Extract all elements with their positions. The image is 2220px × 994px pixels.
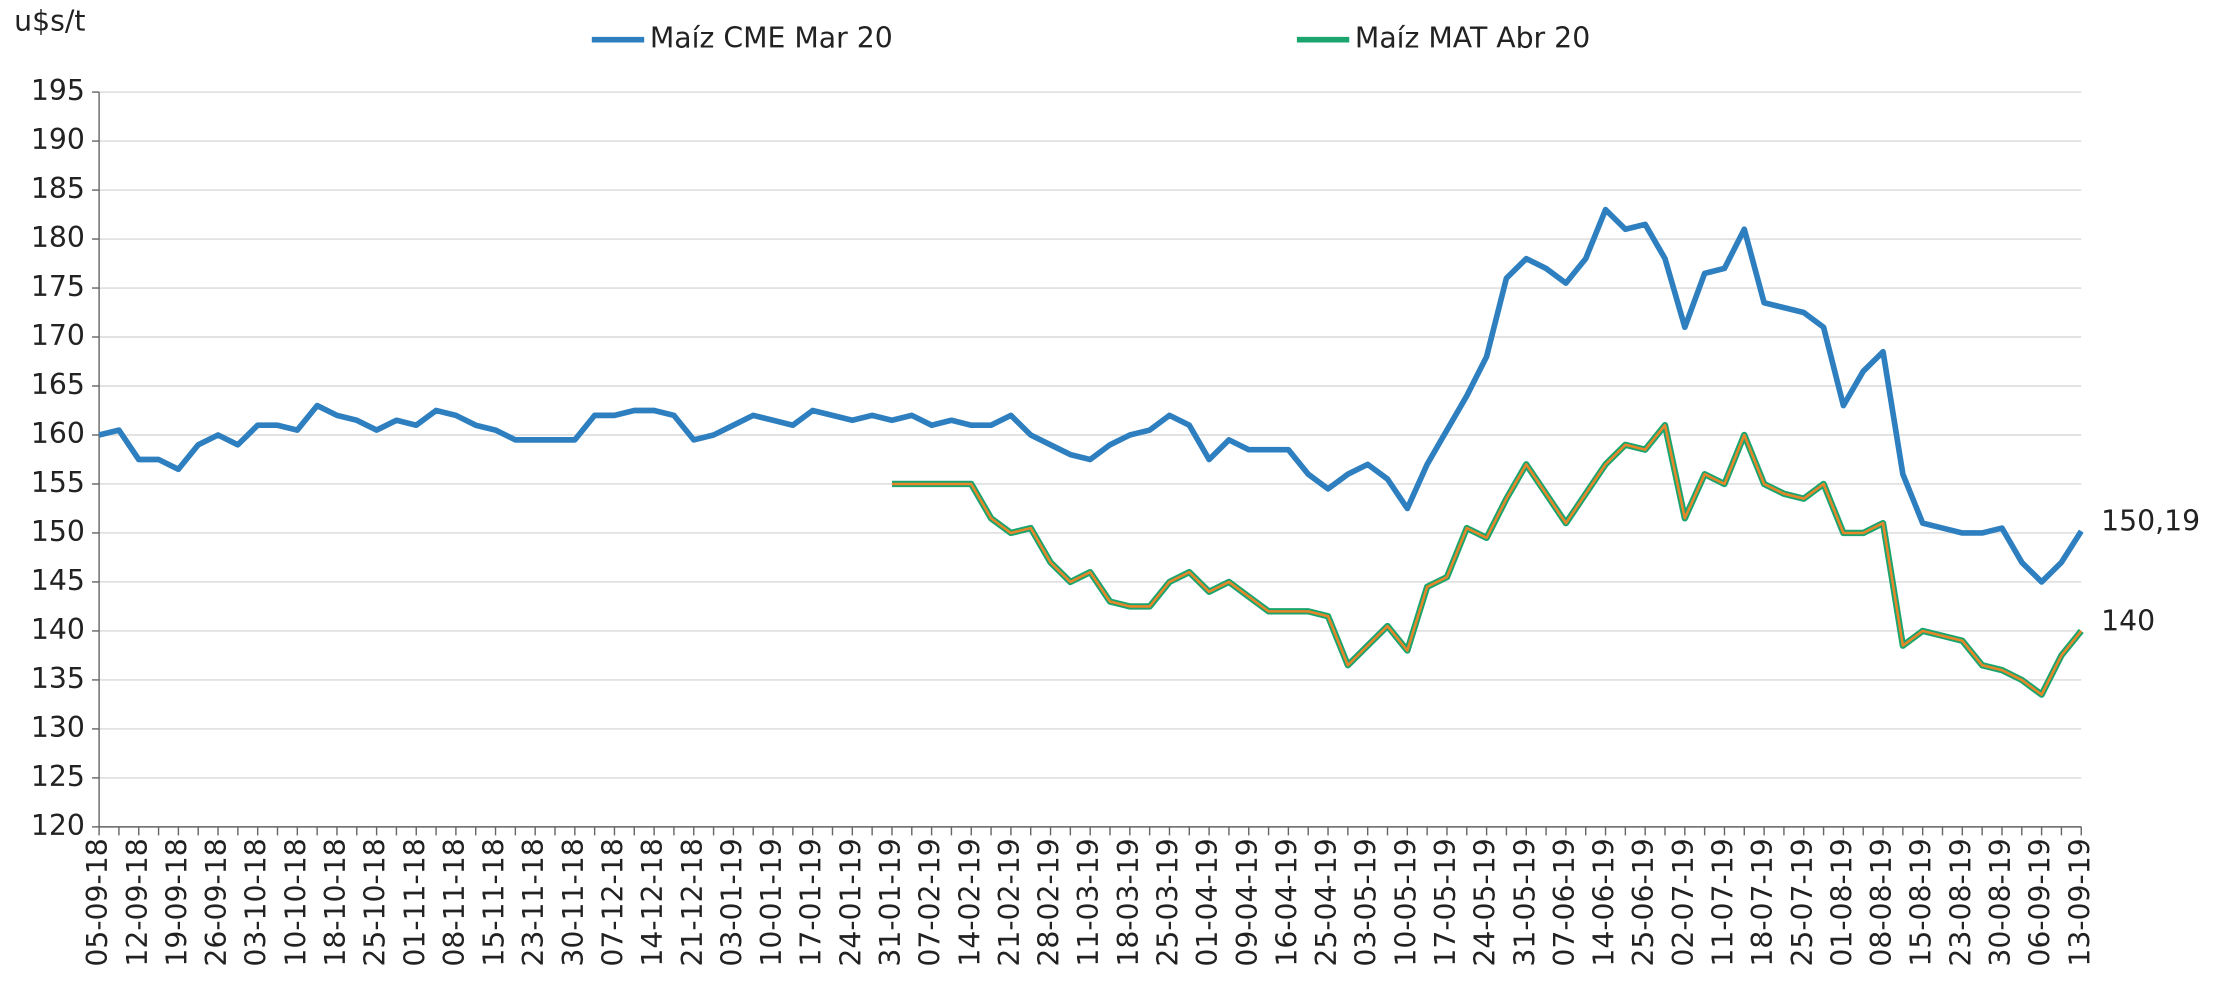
x-tick-label: 21-02-19 — [993, 838, 1026, 966]
x-tick-label: 08-11-18 — [438, 838, 471, 966]
legend-label: Maíz MAT Abr 20 — [1355, 22, 1590, 55]
x-tick-label: 01-04-19 — [1191, 838, 1224, 966]
y-tick-label: 160 — [31, 417, 85, 450]
x-tick-label: 25-10-18 — [359, 838, 392, 966]
y-axis-label: u$s/t — [14, 5, 85, 38]
series-line-inner — [891, 423, 2083, 696]
x-tick-label: 14-02-19 — [953, 838, 986, 966]
x-tick-label: 14-06-19 — [1588, 838, 1621, 966]
x-tick-label: 15-08-19 — [1905, 838, 1938, 966]
end-label: 140 — [2101, 604, 2155, 637]
y-tick-label: 145 — [31, 564, 85, 597]
y-tick-label: 170 — [31, 319, 85, 352]
x-tick-label: 25-06-19 — [1627, 838, 1660, 966]
x-tick-label: 17-01-19 — [795, 838, 828, 966]
x-tick-label: 05-09-18 — [81, 838, 114, 966]
x-tick-label: 13-09-19 — [2063, 838, 2096, 966]
x-tick-label: 16-04-19 — [1270, 838, 1303, 966]
y-tick-label: 140 — [31, 613, 85, 646]
end-label: 150,19 — [2101, 505, 2200, 538]
x-tick-label: 30-08-19 — [1984, 838, 2017, 966]
y-tick-label: 135 — [31, 662, 85, 695]
x-tick-label: 11-07-19 — [1706, 838, 1739, 966]
y-tick-label: 190 — [31, 123, 85, 156]
x-tick-label: 24-05-19 — [1469, 838, 1502, 966]
x-tick-label: 31-05-19 — [1508, 838, 1541, 966]
series-line — [98, 206, 2084, 585]
x-tick-label: 25-04-19 — [1310, 838, 1343, 966]
x-tick-label: 03-01-19 — [715, 838, 748, 966]
x-tick-label: 26-09-18 — [200, 838, 233, 966]
x-tick-label: 07-02-19 — [914, 838, 947, 966]
x-tick-label: 23-11-18 — [517, 838, 550, 966]
x-tick-label: 18-07-19 — [1746, 838, 1779, 966]
y-tick-label: 180 — [31, 221, 85, 254]
x-tick-label: 18-10-18 — [319, 838, 352, 966]
legend-label: Maíz CME Mar 20 — [650, 22, 893, 55]
x-tick-label: 07-06-19 — [1548, 838, 1581, 966]
x-tick-label: 06-09-19 — [2024, 838, 2057, 966]
x-tick-label: 17-05-19 — [1429, 838, 1462, 966]
x-tick-label: 11-03-19 — [1072, 838, 1105, 966]
x-tick-label: 28-02-19 — [1033, 838, 1066, 966]
x-tick-label: 10-05-19 — [1389, 838, 1422, 966]
x-tick-label: 03-10-18 — [240, 838, 273, 966]
x-tick-label: 14-12-18 — [636, 838, 669, 966]
y-tick-label: 185 — [31, 172, 85, 205]
x-tick-label: 23-08-19 — [1944, 838, 1977, 966]
x-tick-label: 08-08-19 — [1865, 838, 1898, 966]
x-tick-label: 07-12-18 — [596, 838, 629, 966]
x-tick-label: 12-09-18 — [121, 838, 154, 966]
x-tick-label: 15-11-18 — [478, 838, 511, 966]
x-tick-label: 10-10-18 — [279, 838, 312, 966]
y-tick-label: 195 — [31, 74, 85, 107]
x-tick-label: 01-08-19 — [1825, 838, 1858, 966]
x-tick-label: 01-11-18 — [398, 838, 431, 966]
y-tick-label: 175 — [31, 270, 85, 303]
x-tick-label: 24-01-19 — [834, 838, 867, 966]
x-tick-label: 25-03-19 — [1151, 838, 1184, 966]
x-tick-label: 31-01-19 — [874, 838, 907, 966]
x-tick-label: 30-11-18 — [557, 838, 590, 966]
x-tick-label: 02-07-19 — [1667, 838, 1700, 966]
y-tick-label: 125 — [31, 760, 85, 793]
y-tick-label: 130 — [31, 711, 85, 744]
y-tick-label: 165 — [31, 368, 85, 401]
x-tick-label: 03-05-19 — [1350, 838, 1383, 966]
y-tick-label: 120 — [31, 809, 85, 842]
y-tick-label: 150 — [31, 515, 85, 548]
x-tick-label: 25-07-19 — [1786, 838, 1819, 966]
x-tick-label: 09-04-19 — [1231, 838, 1264, 966]
x-tick-label: 10-01-19 — [755, 838, 788, 966]
y-tick-label: 155 — [31, 466, 85, 499]
x-tick-label: 18-03-19 — [1112, 838, 1145, 966]
x-tick-label: 21-12-18 — [676, 838, 709, 966]
x-tick-label: 19-09-18 — [160, 838, 193, 966]
